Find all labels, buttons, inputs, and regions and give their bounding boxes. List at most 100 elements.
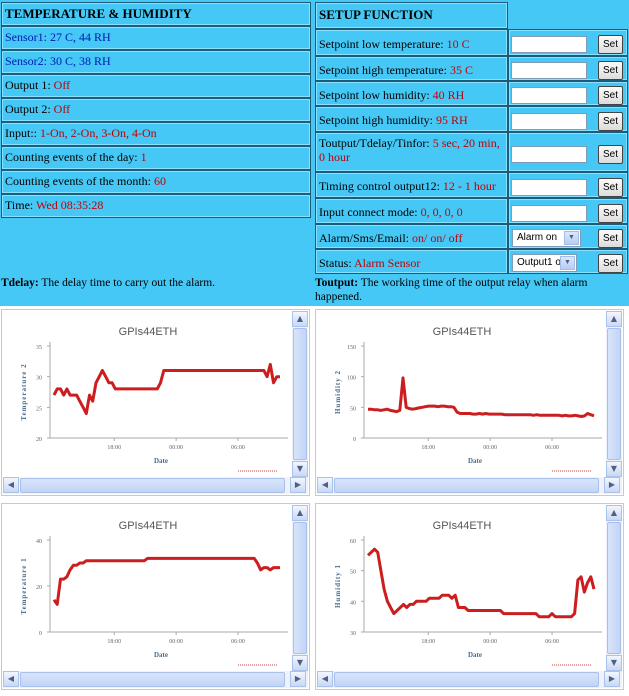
chart-title: GPIs44ETH (119, 520, 178, 532)
setup-control-cell (508, 132, 628, 172)
scroll-thumb[interactable] (20, 478, 285, 493)
setup-control-cell (508, 249, 628, 274)
clock-time: Time: Wed 08:35:28 (1, 194, 311, 218)
chevron-down-icon: ▼ (560, 256, 575, 270)
scroll-right-arrow-icon[interactable]: ▶ (290, 671, 306, 687)
scroll-down-arrow-icon[interactable]: ▼ (606, 461, 622, 477)
setup-row: Setpoint high temperature: 35 C (315, 56, 508, 81)
y-tick-label: 60 (350, 539, 356, 545)
scroll-left-arrow-icon[interactable]: ◀ (3, 671, 19, 687)
series-line (52, 362, 280, 415)
y-tick-label: 150 (347, 345, 356, 351)
scroll-up-arrow-icon[interactable]: ▲ (292, 505, 308, 521)
y-tick-label: 0 (39, 631, 42, 637)
scroll-down-arrow-icon[interactable]: ▼ (292, 461, 308, 477)
setup-input[interactable] (511, 113, 587, 130)
scroll-thumb[interactable] (607, 328, 621, 460)
x-tick-label: 18:00 (107, 445, 121, 451)
scroll-right-arrow-icon[interactable]: ▶ (290, 477, 306, 493)
status-output-select[interactable]: Output1 on ▼ (512, 254, 577, 272)
chart-humidity-2: GPIs44ETH 0 50 100 150 18:00 00:00 06:00 Date Hum… (315, 309, 624, 496)
y-tick-label: 50 (350, 406, 356, 412)
set-button[interactable]: Set (598, 35, 623, 54)
setup-row: Setpoint low humidity: 40 RH (315, 81, 508, 106)
scroll-thumb[interactable] (607, 522, 621, 654)
horizontal-scrollbar[interactable]: ◀ ▶ (317, 671, 622, 688)
x-axis-label: Date (468, 457, 482, 465)
chart-title: GPIs44ETH (433, 326, 492, 338)
setup-control-cell (508, 224, 628, 249)
x-tick-label: 00:00 (483, 445, 497, 451)
setup-row: Status: Alarm Sensor (315, 249, 508, 274)
scroll-up-arrow-icon[interactable]: ▲ (606, 505, 622, 521)
vertical-scrollbar[interactable]: ▲ ▼ (606, 311, 622, 477)
sensor1-reading: Sensor1: 27 C, 44 RH (1, 26, 311, 50)
output2-status: Output 2: Off (1, 98, 311, 122)
setup-control-cell (508, 198, 628, 224)
set-button[interactable]: Set (598, 145, 623, 164)
vertical-scrollbar[interactable]: ▲ ▼ (606, 505, 622, 671)
setup-row: Input connect mode: 0, 0, 0, 0 (315, 198, 508, 224)
horizontal-scrollbar[interactable]: ◀ ▶ (3, 477, 308, 494)
set-button[interactable]: Set (598, 112, 623, 131)
setup-input[interactable] (511, 205, 587, 222)
scroll-thumb[interactable] (334, 672, 599, 687)
y-axis-label: Humidity 1 (334, 564, 342, 608)
chart-title: GPIs44ETH (119, 326, 178, 338)
scroll-up-arrow-icon[interactable]: ▲ (606, 311, 622, 327)
y-tick-label: 25 (36, 406, 42, 412)
y-tick-label: 35 (36, 345, 42, 351)
scroll-right-arrow-icon[interactable]: ▶ (604, 671, 620, 687)
setup-input[interactable] (511, 62, 587, 79)
y-tick-label: 20 (36, 437, 42, 443)
scroll-thumb[interactable] (20, 672, 285, 687)
setup-input[interactable] (511, 36, 587, 53)
panel-title: TEMPERATURE & HUMIDITY (1, 2, 311, 26)
x-axis-label: Date (468, 651, 482, 659)
setup-row: Setpoint high humidity: 95 RH (315, 106, 508, 132)
set-button[interactable]: Set (598, 254, 623, 273)
y-axis-label: Humidity 2 (334, 370, 342, 414)
y-tick-label: 30 (350, 631, 356, 637)
set-button[interactable]: Set (598, 178, 623, 197)
x-axis-label: Date (154, 457, 168, 465)
scroll-right-arrow-icon[interactable]: ▶ (604, 477, 620, 493)
set-button[interactable]: Set (598, 86, 623, 105)
alarm-mode-select[interactable]: Alarm on ▼ (512, 229, 581, 247)
x-axis-label: Date (154, 651, 168, 659)
tdelay-note: Tdelay: The delay time to carry out the … (1, 277, 216, 289)
scroll-down-arrow-icon[interactable]: ▼ (292, 655, 308, 671)
scroll-left-arrow-icon[interactable]: ◀ (317, 671, 333, 687)
x-tick-label: 06:00 (545, 445, 559, 451)
y-tick-label: 0 (353, 437, 356, 443)
setup-control-cell (508, 56, 628, 81)
scroll-left-arrow-icon[interactable]: ◀ (317, 477, 333, 493)
x-tick-label: 06:00 (231, 445, 245, 451)
scroll-thumb[interactable] (334, 478, 599, 493)
count-day: Counting events of the day: 1 (1, 146, 311, 170)
y-tick-label: 30 (36, 376, 42, 382)
vertical-scrollbar[interactable]: ▲ ▼ (292, 505, 308, 671)
horizontal-scrollbar[interactable]: ◀ ▶ (3, 671, 308, 688)
scroll-thumb[interactable] (293, 328, 307, 460)
x-tick-label: 00:00 (169, 639, 183, 645)
x-tick-label: 00:00 (483, 639, 497, 645)
setup-input[interactable] (511, 146, 587, 163)
scroll-up-arrow-icon[interactable]: ▲ (292, 311, 308, 327)
chart-temperature-2: GPIs44ETH 20 25 30 35 18:00 00:00 06:00 Date Temp… (1, 309, 310, 496)
scroll-thumb[interactable] (293, 522, 307, 654)
series-line (368, 376, 595, 418)
setup-input[interactable] (511, 87, 587, 104)
y-tick-label: 20 (36, 585, 42, 591)
set-button[interactable]: Set (598, 204, 623, 223)
scroll-left-arrow-icon[interactable]: ◀ (3, 477, 19, 493)
horizontal-scrollbar[interactable]: ◀ ▶ (317, 477, 622, 494)
set-button[interactable]: Set (598, 61, 623, 80)
scroll-down-arrow-icon[interactable]: ▼ (606, 655, 622, 671)
setup-input[interactable] (511, 179, 587, 196)
chart-canvas: GPIs44ETH 20 25 30 35 18:00 00:00 06:00 Date Temp… (20, 326, 288, 472)
vertical-scrollbar[interactable]: ▲ ▼ (292, 311, 308, 477)
set-button[interactable]: Set (598, 229, 623, 248)
input-status: Input:: 1-On, 2-On, 3-On, 4-On (1, 122, 311, 146)
chart-canvas: GPIs44ETH 0 50 100 150 18:00 00:00 06:00 Date Hum… (334, 326, 602, 472)
